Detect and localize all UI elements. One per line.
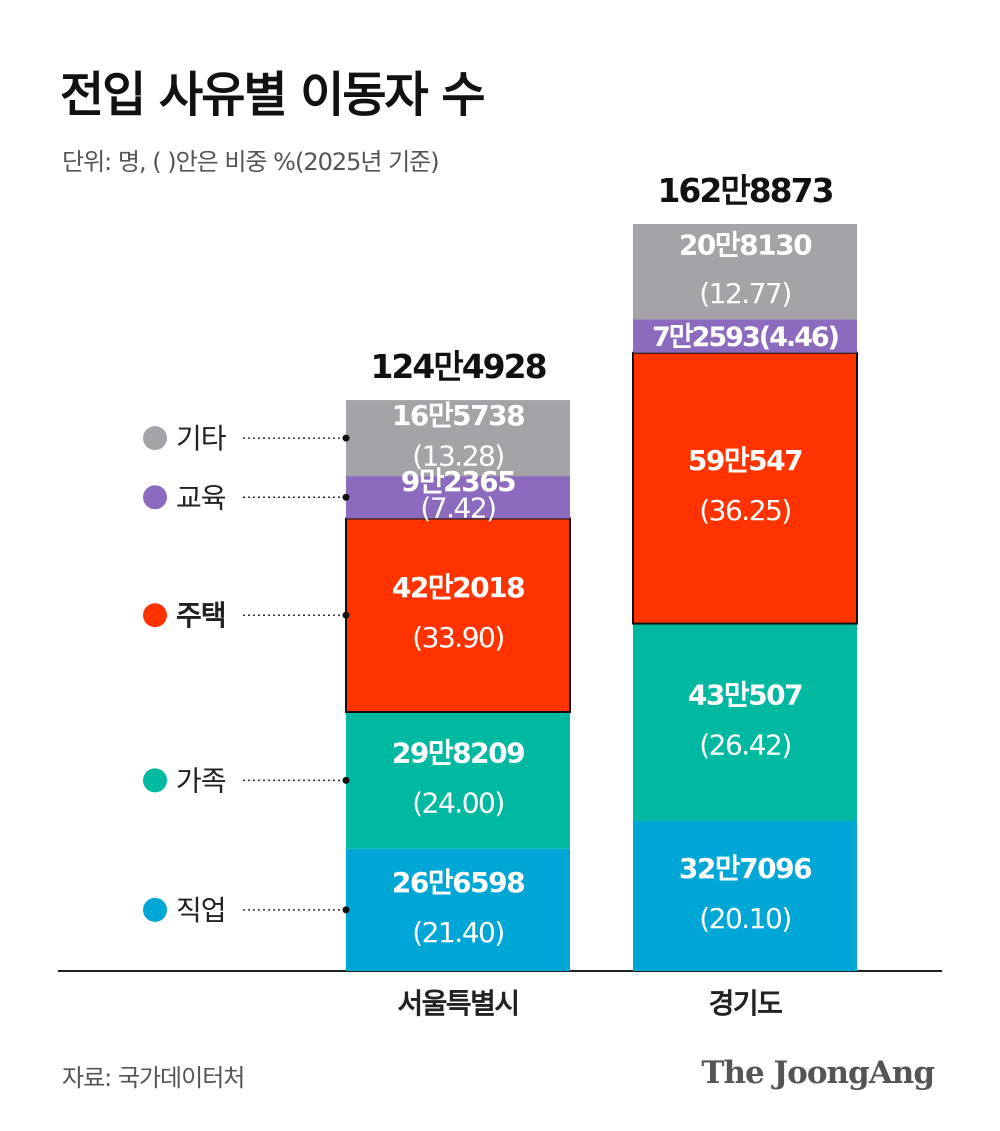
- legend-marker-가족: [143, 768, 167, 793]
- value-label-기타-1: 20만8130: [679, 229, 812, 262]
- legend-leader-dot-직업: [342, 906, 350, 914]
- share-label-주택-0: (33.90): [412, 621, 504, 654]
- value-label-직업-1: 32만7096: [679, 852, 811, 885]
- legend-label-교육: 교육: [176, 481, 226, 514]
- share-label-직업-1: (20.10): [699, 902, 791, 935]
- value-label-가족-1: 43만507: [688, 678, 802, 711]
- legend-marker-기타: [143, 426, 167, 451]
- bar-segment-가족-0: [346, 711, 570, 849]
- share-label-기타-0: (13.28): [412, 439, 504, 472]
- legend-label-직업: 직업: [176, 894, 226, 927]
- bar-segment-주택-1: [632, 351, 858, 625]
- value-label-기타-0: 16만5738: [392, 399, 524, 432]
- share-label-직업-0: (21.40): [412, 916, 504, 949]
- value-label-교육-0: 9만2365: [401, 465, 515, 498]
- bar-segment-기타-1: [633, 224, 857, 320]
- category-label-0: 서울특별시: [397, 987, 518, 1020]
- bar-segment-교육-1: [633, 319, 857, 353]
- bar-segment-가족-1: [633, 623, 857, 821]
- legend-label-가족: 가족: [176, 764, 226, 797]
- bar-segment-주택-0: [345, 517, 571, 713]
- bar-segment-직업-0: [346, 848, 570, 971]
- legend-leader-dot-교육: [342, 493, 350, 501]
- legend-marker-교육: [143, 485, 167, 510]
- share-label-주택-1: (36.25): [699, 494, 791, 527]
- legend-leader-dot-주택: [342, 611, 350, 619]
- bar-segment-기타-0: [346, 400, 570, 477]
- total-label-0: 124만4928: [370, 347, 545, 386]
- share-label-교육-0: (7.42): [420, 492, 495, 525]
- legend-marker-직업: [143, 897, 167, 922]
- value-label-직업-0: 26만6598: [392, 866, 524, 899]
- bar-segment-직업-1: [633, 820, 857, 971]
- legend-leader-dot-가족: [342, 776, 350, 784]
- legend-marker-주택: [143, 603, 167, 628]
- legend-label-기타: 기타: [176, 422, 226, 455]
- value-label-주택-0: 42만2018: [392, 571, 524, 604]
- total-label-1: 162만8873: [657, 171, 832, 210]
- share-label-기타-1: (12.77): [699, 277, 791, 310]
- share-label-가족-0: (24.00): [412, 786, 504, 819]
- data-label-교육-1: 7만2593(4.46): [652, 322, 839, 353]
- share-label-가족-1: (26.42): [699, 728, 791, 761]
- legend-label-주택: 주택: [176, 599, 226, 632]
- chart-title: 전입 사유별 이동자 수: [60, 67, 486, 123]
- brand-logo: The JoongAng: [701, 1055, 935, 1091]
- category-label-1: 경기도: [709, 987, 783, 1020]
- source-note: 자료: 국가데이터처: [62, 1064, 245, 1092]
- chart-subtitle: 단위: 명, ( )안은 비중 %(2025년 기준): [62, 148, 440, 176]
- value-label-가족-0: 29만8209: [392, 736, 524, 769]
- bar-segment-교육-0: [346, 476, 570, 519]
- legend-leader-dot-기타: [342, 434, 350, 442]
- value-label-주택-1: 59만547: [688, 444, 802, 477]
